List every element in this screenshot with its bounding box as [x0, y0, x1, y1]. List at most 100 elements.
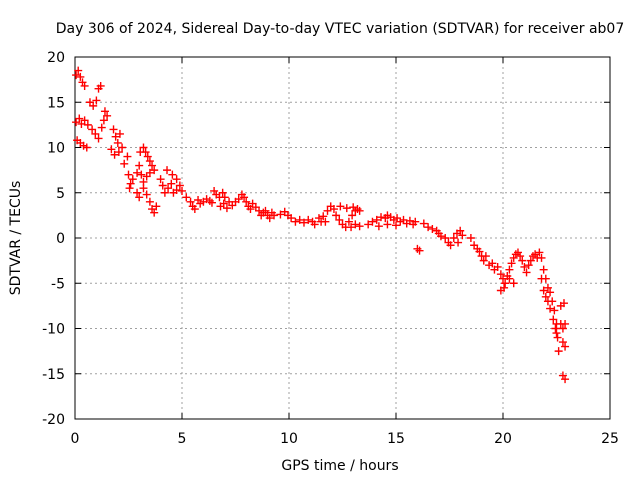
data-point	[150, 166, 159, 175]
data-point	[496, 270, 505, 279]
data-point	[419, 219, 428, 228]
data-point	[242, 197, 251, 206]
data-point	[561, 342, 570, 351]
y-tick-labels: -20 -15 -10 -5 0 5 10 15 20	[42, 50, 65, 428]
data-point	[82, 143, 91, 152]
y-tick-label: 20	[47, 50, 65, 66]
data-point	[107, 145, 116, 154]
data-point	[172, 175, 181, 184]
data-point	[103, 111, 112, 120]
data-point	[501, 279, 510, 288]
data-point	[287, 214, 296, 223]
data-point	[507, 259, 516, 268]
data-point	[310, 220, 319, 229]
y-tick-label: 5	[56, 186, 65, 202]
data-point	[372, 215, 381, 224]
x-tick-labels: 0 5 10 15 20 25	[71, 431, 619, 447]
data-point	[546, 304, 555, 313]
data-point	[329, 205, 338, 214]
data-point	[118, 143, 127, 152]
data-point	[76, 72, 85, 81]
data-point	[526, 256, 535, 265]
data-point	[383, 220, 392, 229]
data-point	[466, 234, 475, 242]
data-point	[456, 226, 465, 235]
data-point	[295, 215, 304, 224]
data-point	[299, 218, 308, 227]
data-point	[270, 211, 279, 220]
data-point	[321, 217, 330, 226]
data-point	[150, 208, 159, 217]
data-point	[355, 222, 364, 231]
data-point	[120, 159, 129, 168]
data-point	[541, 292, 550, 301]
data-point	[550, 306, 559, 315]
data-point	[133, 188, 142, 197]
data-point	[89, 101, 98, 110]
y-tick-label: 10	[47, 141, 65, 157]
data-point	[348, 211, 357, 220]
data-point	[558, 324, 567, 333]
data-point	[415, 246, 424, 255]
data-point	[96, 81, 105, 90]
data-point	[481, 252, 490, 261]
data-point	[163, 166, 172, 175]
data-point	[392, 221, 400, 230]
data-point	[143, 152, 152, 161]
data-point	[344, 217, 353, 226]
y-tick-label: -20	[42, 412, 65, 428]
data-point	[240, 193, 249, 202]
data-point	[349, 203, 358, 212]
chart-title: Day 306 of 2024, Sidereal Day-to-day VTE…	[56, 21, 625, 37]
data-point	[75, 114, 84, 123]
data-point	[479, 256, 488, 265]
grid	[75, 57, 610, 419]
data-point	[137, 170, 146, 179]
data-point	[113, 138, 122, 147]
data-point	[546, 288, 555, 297]
data-point	[554, 347, 563, 356]
data-point	[125, 184, 134, 193]
data-point	[265, 214, 274, 223]
data-point	[520, 262, 529, 271]
y-axis-title: SDTVAR / TECUs	[8, 181, 24, 296]
data-point	[304, 215, 313, 224]
data-point	[535, 248, 544, 257]
data-point	[374, 222, 383, 231]
x-tick-label: 5	[178, 431, 187, 447]
data-point	[475, 247, 484, 256]
data-point	[342, 204, 351, 213]
data-point	[411, 217, 420, 226]
data-point	[135, 193, 144, 202]
data-point	[175, 181, 184, 190]
x-tick-label: 0	[71, 431, 80, 447]
data-point	[332, 211, 341, 220]
data-point	[178, 186, 186, 195]
data-point	[142, 190, 151, 199]
data-point	[167, 179, 176, 188]
data-point	[493, 262, 502, 271]
data-point	[72, 71, 81, 80]
x-tick-label: 20	[494, 431, 512, 447]
y-tick-label: -15	[42, 367, 65, 383]
x-axis-title: GPS time / hours	[281, 458, 398, 474]
data-point	[488, 259, 497, 268]
data-point	[80, 116, 89, 125]
data-point	[133, 168, 142, 177]
data-point	[220, 193, 229, 202]
data-point	[145, 168, 154, 177]
y-tick-label: -5	[51, 276, 65, 292]
data-point	[246, 205, 255, 214]
data-point	[139, 184, 148, 193]
data-point	[74, 66, 83, 75]
data-point	[92, 96, 101, 105]
data-point	[458, 231, 467, 240]
data-point	[553, 333, 562, 342]
data-point	[126, 179, 135, 188]
y-tick-label: 15	[47, 95, 65, 111]
data-point	[509, 279, 518, 288]
data-point	[549, 315, 558, 324]
data-point	[377, 213, 386, 222]
data-point	[505, 265, 514, 274]
